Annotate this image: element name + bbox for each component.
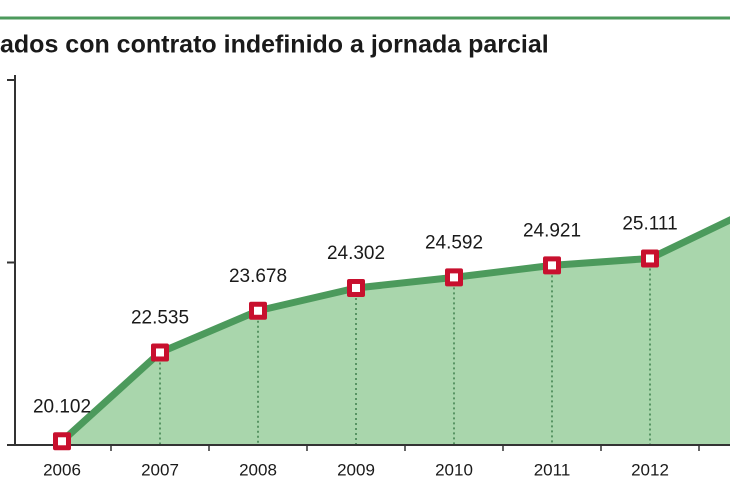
marker-inner bbox=[58, 437, 66, 446]
marker-inner bbox=[156, 348, 164, 357]
area bbox=[62, 220, 730, 445]
value-label: 23.678 bbox=[229, 266, 287, 287]
x-tick-label: 2009 bbox=[337, 460, 375, 479]
line bbox=[59, 216, 730, 444]
plot: 20.102 2006 22.535 2007 23.678 2008 24.302 2009… bbox=[7, 75, 730, 479]
value-label: 24.302 bbox=[327, 243, 385, 264]
x-tick-label: 2007 bbox=[141, 460, 179, 479]
marker-inner bbox=[352, 283, 360, 292]
marker-inner bbox=[646, 254, 654, 263]
value-label: 25.111 bbox=[622, 213, 677, 234]
x-tick-label: 2011 bbox=[534, 460, 571, 479]
x-tick-label: 2012 bbox=[631, 460, 669, 479]
value-label: 22.535 bbox=[131, 307, 189, 328]
value-label: 24.592 bbox=[425, 232, 483, 253]
x-tick-label: 2006 bbox=[43, 460, 81, 479]
value-label: 24.921 bbox=[523, 220, 581, 241]
marker-inner bbox=[450, 273, 458, 282]
marker-inner bbox=[548, 261, 556, 270]
value-label: 20.102 bbox=[33, 396, 91, 417]
x-tick-label: 2008 bbox=[239, 460, 277, 479]
marker-inner bbox=[254, 306, 262, 315]
chart-title: ados con contrato indefinido a jornada p… bbox=[0, 31, 549, 59]
x-tick-label: 2010 bbox=[435, 460, 473, 479]
